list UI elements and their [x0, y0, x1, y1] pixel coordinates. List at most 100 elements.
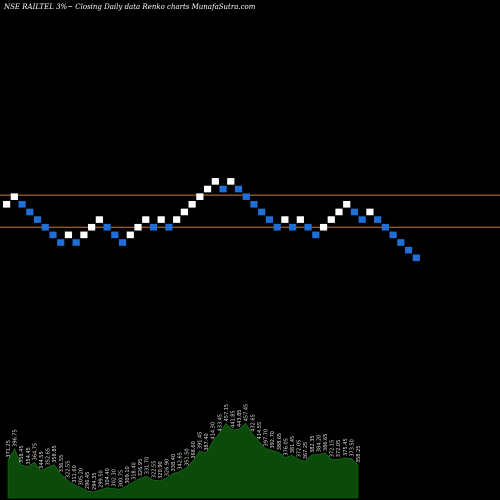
renko-brick	[366, 208, 374, 216]
renko-brick	[118, 239, 127, 246]
renko-brick	[18, 201, 26, 208]
volume-label: 381.45	[290, 436, 296, 454]
volume-label: 372.05	[336, 440, 342, 458]
renko-brick	[41, 223, 49, 231]
volume-label: 326.90	[164, 459, 170, 477]
renko-brick	[33, 216, 42, 223]
renko-brick	[173, 216, 181, 223]
volume-label: 441.85	[231, 410, 237, 428]
volume-label: 322.55	[65, 461, 71, 479]
renko-brick	[149, 223, 158, 231]
volume-label: 382.35	[310, 435, 316, 453]
renko-brick	[111, 231, 119, 239]
renko-brick	[404, 246, 413, 254]
volume-label: 367.25	[303, 442, 309, 460]
renko-brick	[273, 223, 281, 231]
renko-bricks	[3, 178, 420, 262]
volume-label: 364.75	[32, 443, 38, 461]
renko-brick	[381, 223, 389, 231]
volume-label: 457.45	[244, 404, 250, 421]
volume-label: 294.35	[92, 472, 98, 490]
volume-label: 304.40	[105, 468, 111, 486]
reference-lines	[0, 194, 500, 228]
volume-label: 396.75	[13, 429, 19, 447]
volume-label: 296.45	[85, 472, 91, 490]
renko-brick	[281, 216, 289, 223]
renko-brick	[134, 223, 142, 231]
volume-label: 414.55	[257, 422, 263, 440]
volume-label: 373.50	[349, 439, 355, 457]
renko-brick	[319, 223, 328, 231]
volume-label: 433.45	[217, 414, 223, 432]
renko-brick	[312, 231, 320, 239]
volume-label: 336.55	[59, 455, 65, 473]
renko-brick	[142, 216, 150, 223]
renko-brick	[242, 193, 250, 200]
volume-label: 309.10	[125, 466, 131, 484]
chart-title: NSE RAILTEL 3%~ Closing Daily data Renko…	[3, 3, 256, 11]
volume-area	[7, 422, 359, 499]
volume-label: 375.45	[343, 438, 349, 456]
volume-label: 391.45	[198, 432, 204, 450]
volume-label: 358.45	[19, 445, 25, 463]
volume-label: 352.65	[46, 448, 52, 466]
volume-label: 300.75	[118, 470, 124, 488]
volume-label: 371.25	[6, 440, 12, 458]
renko-brick	[211, 178, 219, 185]
renko-brick	[296, 216, 304, 223]
renko-brick	[203, 185, 212, 193]
volume-label: 305.20	[79, 468, 85, 486]
volume-label: 414.30	[211, 422, 217, 440]
volume-area-group	[7, 422, 359, 499]
volume-label: 384.20	[316, 435, 322, 453]
renko-brick	[289, 223, 297, 231]
volume-label: 299.50	[98, 470, 104, 488]
renko-brick	[3, 201, 11, 208]
volume-label: 432.65	[250, 414, 256, 432]
renko-brick	[80, 231, 88, 239]
volume-label: 322.55	[151, 461, 157, 479]
volume-label: 338.40	[171, 454, 177, 472]
volume-label: 443.85	[237, 410, 243, 428]
volume-label: 318.40	[131, 462, 137, 480]
volume-label: 388.65	[277, 433, 283, 451]
renko-brick	[258, 208, 266, 216]
renko-brick	[157, 216, 165, 223]
volume-label: 457.15	[224, 404, 230, 422]
renko-brick	[10, 193, 18, 200]
volume-label: 368.60	[191, 441, 197, 459]
volume-label: 358.85	[52, 445, 58, 463]
volume-label: 376.05	[283, 438, 289, 456]
renko-brick	[335, 208, 343, 216]
volume-label: 387.40	[204, 433, 210, 451]
renko-brick	[250, 201, 258, 208]
renko-brick	[72, 239, 80, 246]
volume-label: 326.95	[138, 459, 144, 477]
volume-label: 342.65	[178, 452, 184, 470]
renko-brick	[88, 223, 96, 231]
renko-brick	[227, 178, 235, 185]
volume-label: 351.50	[184, 448, 190, 466]
volume-label: 311.60	[72, 465, 78, 483]
volume-label: 302.30	[112, 469, 118, 487]
renko-brick	[374, 216, 382, 223]
renko-brick	[304, 223, 312, 231]
renko-brick	[26, 208, 34, 216]
renko-brick	[49, 231, 57, 239]
volume-label: 320.90	[158, 461, 164, 479]
renko-brick	[343, 201, 351, 208]
renko-brick	[95, 216, 103, 223]
renko-brick	[188, 201, 196, 208]
renko-brick	[103, 223, 111, 231]
renko-brick	[126, 231, 134, 239]
volume-label: 358.25	[356, 446, 362, 464]
volume-label: 344.55	[39, 451, 45, 469]
renko-brick	[358, 216, 366, 223]
volume-label: 372.15	[330, 440, 336, 458]
volume-label: 331.70	[145, 457, 151, 475]
renko-brick	[219, 185, 227, 193]
volume-label: 392.70	[270, 431, 276, 449]
volume-label: 397.70	[264, 429, 270, 447]
